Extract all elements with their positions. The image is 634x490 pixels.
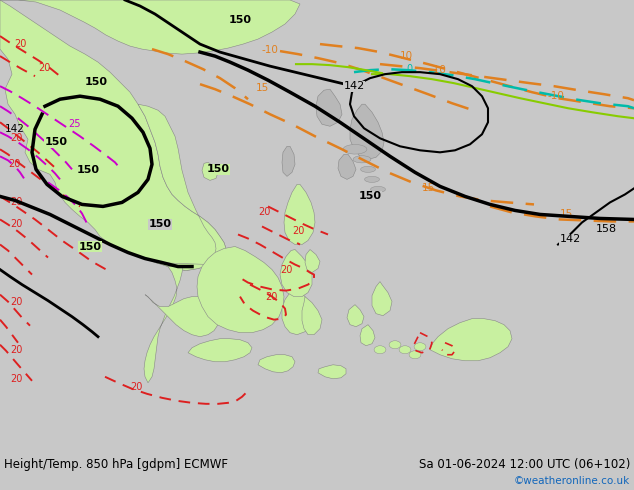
Text: ©weatheronline.co.uk: ©weatheronline.co.uk [514,476,630,486]
Polygon shape [302,296,322,335]
Polygon shape [318,365,346,379]
Text: 20: 20 [10,133,22,143]
Text: 150: 150 [228,15,252,25]
Text: 150: 150 [358,192,382,201]
Text: 15: 15 [422,183,436,194]
Text: 20: 20 [14,39,27,49]
Polygon shape [414,343,426,351]
Polygon shape [365,176,380,182]
Text: 20: 20 [8,159,20,170]
Text: 142: 142 [5,124,25,134]
Polygon shape [284,184,315,245]
Polygon shape [350,104,384,159]
Polygon shape [145,294,220,337]
Text: 150: 150 [44,137,67,147]
Polygon shape [316,89,342,126]
Polygon shape [389,341,401,348]
Polygon shape [353,156,371,163]
Text: -10: -10 [430,65,447,75]
Text: 20: 20 [258,207,270,218]
Polygon shape [282,289,313,335]
Polygon shape [258,355,295,373]
Polygon shape [360,325,375,346]
Text: 15: 15 [560,209,573,220]
Text: 142: 142 [344,81,365,91]
Polygon shape [280,249,312,296]
Text: Sa 01-06-2024 12:00 UTC (06+102): Sa 01-06-2024 12:00 UTC (06+102) [418,458,630,471]
Text: 150: 150 [77,165,100,175]
Polygon shape [188,339,252,362]
Polygon shape [0,0,300,54]
Polygon shape [372,282,392,316]
Text: 20: 20 [130,382,143,392]
Text: 20: 20 [10,220,22,229]
Text: 20: 20 [10,374,22,384]
Text: 158: 158 [596,224,617,235]
Text: 150: 150 [148,220,172,229]
Polygon shape [305,249,320,272]
Polygon shape [399,346,411,354]
Text: 0: 0 [406,64,412,74]
Text: 20: 20 [38,63,50,73]
Text: 15: 15 [256,83,269,93]
Text: 20: 20 [10,345,22,355]
Polygon shape [409,351,421,359]
Polygon shape [361,166,375,172]
Polygon shape [138,104,226,270]
Polygon shape [343,145,367,154]
Text: 20: 20 [10,296,22,307]
Polygon shape [371,186,385,193]
Polygon shape [197,246,284,333]
Polygon shape [338,154,356,179]
Text: 150: 150 [207,164,230,174]
Text: 20: 20 [280,265,292,274]
Text: 10: 10 [400,51,413,61]
Polygon shape [144,267,183,383]
Text: 25: 25 [68,119,81,129]
Text: 20: 20 [292,226,304,237]
Text: 20: 20 [10,197,22,207]
Polygon shape [374,346,386,354]
Text: -10: -10 [548,91,565,101]
Text: 150: 150 [79,242,101,251]
Text: 142: 142 [560,235,581,245]
Polygon shape [0,0,226,270]
Text: -10: -10 [262,45,279,55]
Text: Height/Temp. 850 hPa [gdpm] ECMWF: Height/Temp. 850 hPa [gdpm] ECMWF [4,458,228,471]
Polygon shape [282,147,295,176]
Polygon shape [347,305,364,327]
Text: 20: 20 [265,292,278,302]
Text: 150: 150 [84,77,108,87]
Polygon shape [430,318,512,361]
Polygon shape [202,162,218,180]
